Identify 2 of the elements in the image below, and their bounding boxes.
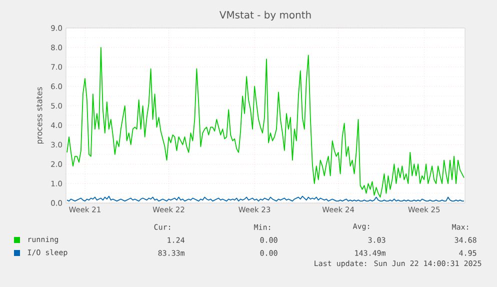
chart-title: VMstat - by month	[220, 10, 311, 21]
line-series	[66, 47, 464, 198]
